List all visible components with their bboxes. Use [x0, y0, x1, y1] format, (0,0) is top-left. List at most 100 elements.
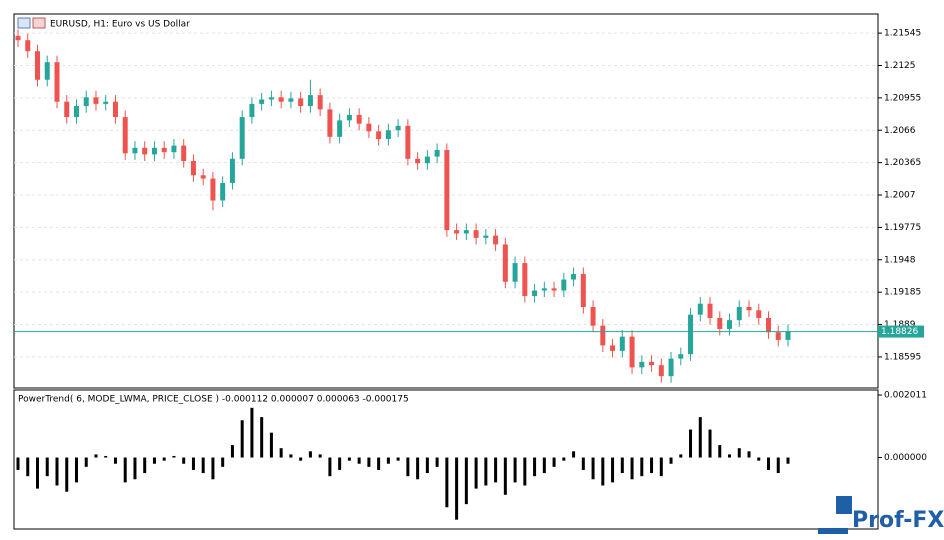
indicator-bar — [104, 455, 108, 458]
candle-body — [454, 230, 460, 234]
indicator-bar — [562, 457, 566, 461]
y-tick-label: 0.000000 — [884, 453, 927, 463]
indicator-bar — [406, 457, 410, 477]
indicator-bar — [74, 457, 78, 483]
candle-body — [493, 235, 499, 245]
indicator-bar — [26, 457, 30, 477]
candle-body — [366, 123, 372, 132]
indicator-bar — [767, 457, 771, 470]
indicator-bar — [55, 457, 59, 486]
indicator-bar — [572, 451, 576, 458]
y-tick-label: 1.19775 — [884, 223, 921, 233]
indicator-bar — [35, 457, 39, 489]
y-tick-label: 0.002011 — [884, 391, 927, 401]
indicator-bar — [464, 457, 468, 505]
candle-body — [658, 365, 664, 377]
candle-body — [259, 99, 265, 104]
candle-body — [385, 130, 391, 140]
indicator-bar — [591, 457, 595, 480]
candle-body — [512, 263, 518, 282]
candle-body — [44, 62, 50, 80]
candle-body — [668, 358, 674, 377]
candle-body — [717, 317, 723, 329]
indicator-bar — [513, 457, 517, 483]
indicator-bar — [640, 457, 644, 477]
y-tick-label: 1.20955 — [884, 93, 921, 103]
indicator-bar — [357, 457, 361, 464]
chart-title: EURUSD, H1: Euro vs US Dollar — [50, 20, 190, 30]
watermark-logo — [818, 496, 852, 534]
candle-body — [395, 125, 401, 131]
candle-body — [424, 156, 430, 164]
indicator-bar — [611, 457, 615, 483]
candle-body — [785, 331, 791, 340]
indicator-bar — [757, 457, 761, 461]
candle-body — [268, 97, 274, 100]
indicator-bar — [16, 457, 20, 470]
indicator-bar — [123, 457, 127, 483]
candle-body — [34, 51, 40, 80]
candle-body — [590, 306, 596, 326]
y-tick-label: 1.18595 — [884, 352, 921, 362]
candle-body — [502, 244, 508, 282]
candle-body — [688, 314, 694, 355]
indicator-bar — [416, 457, 420, 480]
candle-body — [649, 361, 655, 366]
indicator-bar — [162, 457, 166, 461]
indicator-bar — [143, 457, 147, 474]
indicator-bar — [503, 457, 507, 495]
indicator-bar — [386, 457, 390, 464]
candle-body — [415, 158, 421, 164]
indicator-bar — [718, 445, 722, 458]
indicator-panel — [13, 389, 879, 530]
candle-body — [619, 336, 625, 351]
indicator-bar — [533, 457, 537, 477]
candle-body — [103, 101, 109, 104]
candle-body — [463, 230, 469, 234]
candle-body — [697, 303, 703, 315]
watermark: Prof-FX — [852, 508, 944, 533]
candle-body — [112, 101, 118, 118]
candle-body — [210, 178, 216, 201]
candle-body — [346, 114, 352, 121]
candle-body — [580, 274, 586, 307]
indicator-bar — [152, 457, 156, 464]
indicator-bar — [523, 457, 527, 486]
candle-body — [610, 345, 616, 351]
indicator-bar — [377, 457, 381, 470]
candle-body — [249, 103, 255, 118]
y-tick-label: 1.2125 — [884, 61, 916, 71]
indicator-title: PowerTrend( 6, MODE_LWMA, PRICE_CLOSE ) … — [18, 395, 409, 405]
candle-body — [229, 158, 235, 183]
candle-body — [239, 117, 245, 159]
symbol-icon — [17, 17, 46, 29]
candle-body — [736, 306, 742, 321]
candle-body — [629, 336, 635, 368]
candle-body — [746, 306, 752, 311]
price-label-bg — [878, 325, 924, 338]
candle-body — [727, 320, 733, 329]
indicator-bar — [747, 451, 751, 458]
indicator-bar — [698, 417, 702, 458]
indicator-bar — [172, 455, 176, 458]
y-tick-label: 1.1889 — [884, 320, 916, 330]
candle-body — [54, 62, 60, 102]
indicator-bar — [542, 457, 546, 474]
candle-body — [473, 230, 479, 238]
indicator-bar — [65, 457, 69, 492]
indicator-bar — [347, 457, 351, 461]
indicator-bar — [786, 457, 790, 464]
indicator-bar — [308, 451, 312, 458]
candle-body — [522, 263, 528, 297]
candle-body — [64, 101, 70, 118]
indicator-bar — [620, 457, 624, 474]
indicator-bar — [396, 457, 400, 461]
candle-body — [278, 97, 284, 102]
candle-body — [561, 279, 567, 291]
indicator-bar — [552, 457, 556, 467]
indicator-bar — [182, 457, 186, 464]
price-label: 1.18826 — [881, 327, 918, 337]
candle-body — [181, 145, 187, 161]
candle-body — [83, 97, 89, 107]
